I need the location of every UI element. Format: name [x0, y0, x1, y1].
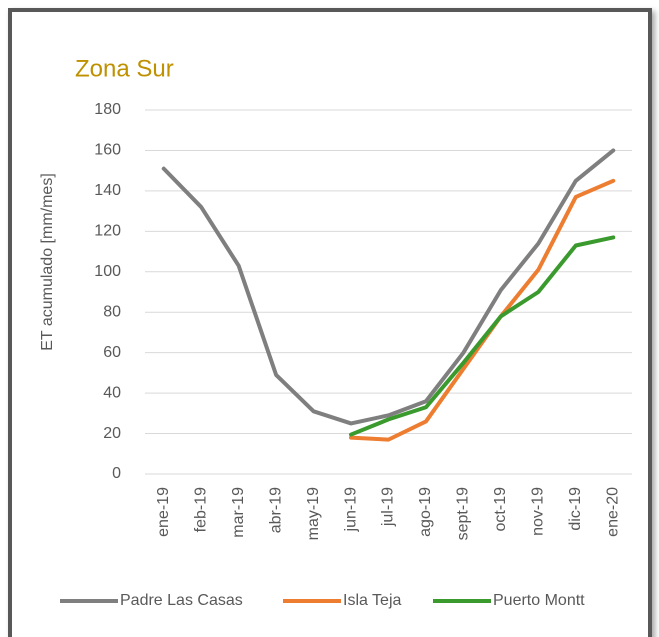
x-tick-label: ago-19	[417, 487, 434, 537]
y-tick-label: 100	[94, 263, 121, 280]
x-tick-label: jul-19	[380, 487, 397, 527]
y-tick-label: 140	[94, 182, 121, 199]
y-tick-label: 160	[94, 142, 121, 159]
x-tick-label: nov-19	[530, 487, 547, 536]
y-tick-label: 40	[103, 384, 121, 401]
line-series	[161, 148, 616, 426]
x-tick-label: abr-19	[267, 487, 284, 533]
x-tick-label: dic-19	[567, 487, 584, 531]
legend-label: Puerto Montt	[493, 592, 585, 609]
chart-title: Zona Sur	[75, 55, 174, 82]
y-tick-label: 80	[103, 303, 121, 320]
y-tick-label: 120	[94, 223, 121, 240]
legend-label: Padre Las Casas	[120, 592, 243, 609]
y-axis-label: ET acumulado [mm/mes]	[39, 173, 56, 351]
line-series	[349, 235, 616, 437]
x-tick-label: ene-20	[604, 487, 621, 537]
x-tick-label: mar-19	[230, 487, 247, 538]
y-tick-label: 180	[94, 101, 121, 118]
legend-label: Isla Teja	[343, 592, 402, 609]
chart-frame	[8, 8, 652, 637]
x-tick-label: may-19	[305, 487, 322, 540]
y-tick-label: 20	[103, 425, 121, 442]
y-tick-label: 60	[103, 344, 121, 361]
x-tick-label: feb-19	[192, 487, 209, 532]
x-tick-label: sept-19	[455, 487, 472, 540]
y-tick-label: 0	[112, 465, 121, 482]
x-tick-label: jun-19	[342, 487, 359, 533]
x-tick-label: ene-19	[155, 487, 172, 537]
x-tick-label: oct-19	[492, 487, 509, 532]
